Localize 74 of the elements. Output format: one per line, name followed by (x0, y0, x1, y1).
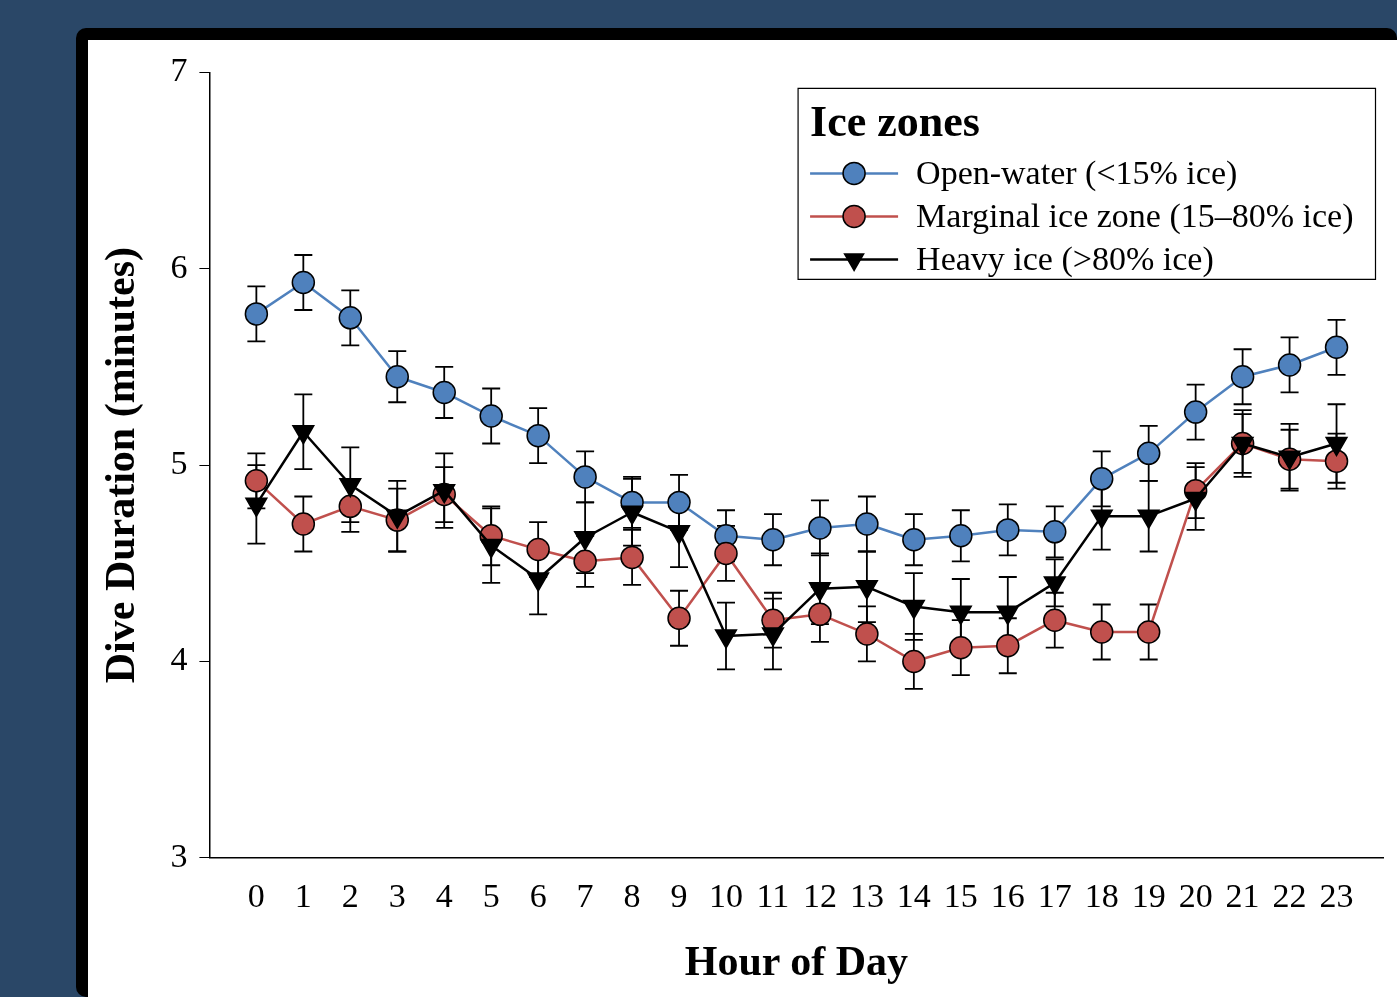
x-tick-label: 23 (1319, 877, 1354, 915)
point (338, 494, 363, 519)
x-tick-label: 22 (1272, 877, 1307, 915)
x-tick-label: 15 (943, 877, 978, 915)
x-tick-label: 13 (849, 877, 884, 915)
point (949, 524, 973, 548)
legend-label: Heavy ice (>80% ice) (916, 240, 1214, 279)
point (291, 270, 316, 295)
x-tick-label: 17 (1037, 877, 1072, 915)
y-axis-title: Dive Duration (minutes) (97, 246, 145, 684)
x-tick-label: 18 (1084, 877, 1119, 915)
point (808, 602, 832, 627)
legend-title: Ice zones (810, 96, 980, 146)
y-tick-label: 7 (170, 51, 188, 89)
x-tick-label: 21 (1225, 877, 1260, 915)
point (1136, 441, 1161, 466)
y-tick-label: 5 (170, 444, 188, 482)
x-tick-label: 10 (709, 877, 743, 915)
x-tick-label: 6 (529, 877, 547, 915)
point (902, 527, 926, 552)
point (573, 549, 597, 574)
point (244, 302, 269, 326)
point (1183, 400, 1208, 424)
point (949, 635, 973, 660)
legend-label: Open-water (<15% ice) (916, 154, 1238, 193)
point (526, 423, 550, 448)
x-tick-label: 7 (576, 877, 594, 915)
point (1324, 335, 1349, 360)
x-tick-label: 19 (1131, 877, 1166, 915)
x-tick-label: 9 (670, 877, 688, 915)
point (432, 380, 456, 405)
point (1089, 467, 1114, 491)
x-tick-label: 4 (435, 877, 453, 915)
point (667, 490, 691, 515)
point (1136, 620, 1161, 644)
point (714, 541, 738, 566)
x-axis-title: Hour of Day (684, 937, 909, 984)
point (385, 364, 410, 389)
point (526, 537, 550, 562)
point (1277, 353, 1302, 377)
x-tick-label: 14 (896, 877, 931, 915)
x-tick-label: 11 (756, 877, 790, 915)
point (479, 404, 503, 428)
x-tick-label: 1 (294, 877, 312, 915)
x-tick-label: 0 (247, 877, 265, 915)
point (338, 306, 363, 330)
point (808, 516, 832, 540)
point (620, 545, 644, 570)
point (855, 622, 879, 646)
x-tick-label: 20 (1178, 877, 1213, 915)
point (855, 512, 879, 536)
point (244, 469, 269, 493)
point (1230, 364, 1255, 389)
y-tick-label: 6 (170, 247, 188, 285)
x-tick-label: 3 (388, 877, 406, 915)
legend-label: Marginal ice zone (15–80% ice) (916, 197, 1354, 236)
x-tick-label: 2 (341, 877, 359, 915)
point (573, 465, 597, 489)
x-tick-label: 12 (802, 877, 837, 915)
point (667, 606, 691, 630)
point (902, 649, 926, 674)
y-tick-label: 4 (170, 640, 188, 678)
point (996, 633, 1020, 658)
point (996, 518, 1020, 542)
point (761, 527, 785, 552)
point (1089, 620, 1114, 644)
point (1324, 449, 1349, 473)
point (1043, 608, 1067, 632)
y-tick-label: 3 (170, 836, 188, 874)
x-tick-label: 5 (482, 877, 500, 915)
point (1043, 520, 1067, 544)
x-tick-label: 8 (623, 877, 641, 915)
point (291, 512, 316, 536)
x-tick-label: 16 (990, 877, 1025, 915)
